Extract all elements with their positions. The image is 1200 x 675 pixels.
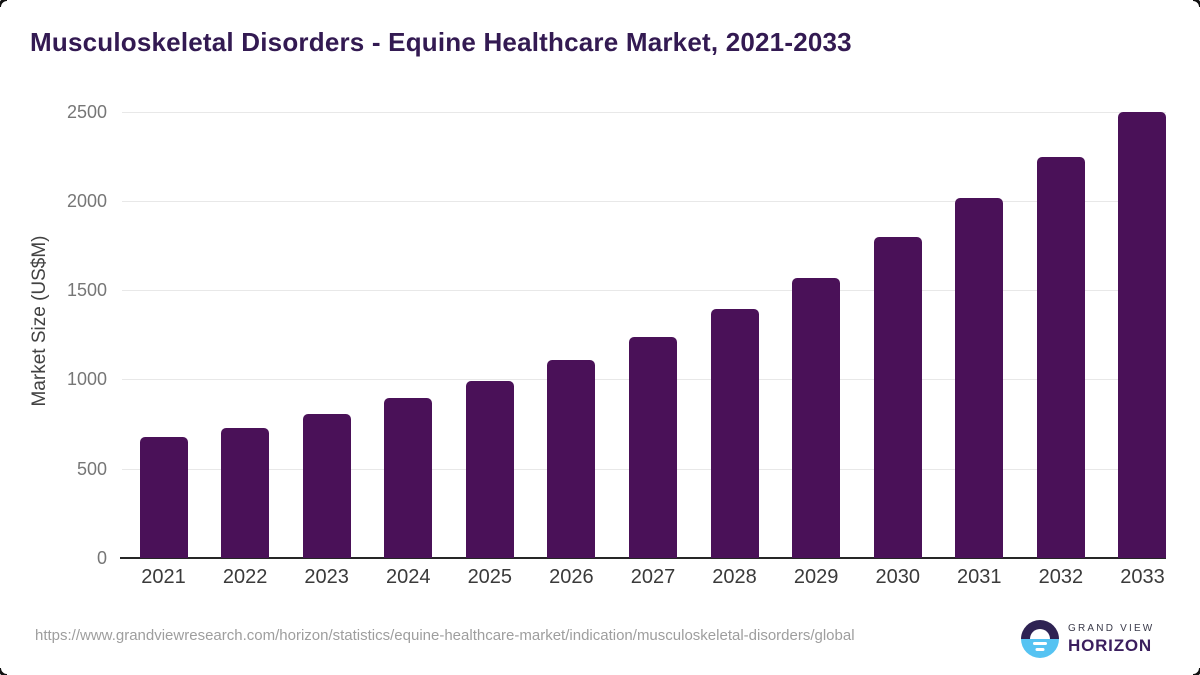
x-tick-label-2030: 2030 bbox=[875, 566, 920, 588]
gridline bbox=[122, 200, 1166, 202]
gridline bbox=[122, 290, 1166, 292]
bar-2026[interactable] bbox=[547, 359, 596, 558]
bar-2028[interactable] bbox=[710, 308, 759, 558]
y-tick-label: 1500 bbox=[66, 280, 107, 301]
x-tick-label-2025: 2025 bbox=[467, 566, 513, 588]
horizon-reflection-line bbox=[1035, 648, 1045, 651]
sun-shape bbox=[1030, 629, 1050, 639]
horizon-reflection-line bbox=[1033, 642, 1047, 645]
y-tick-label: 0 bbox=[96, 548, 107, 568]
bar-2022[interactable] bbox=[221, 427, 270, 558]
x-tick-label-2024: 2024 bbox=[385, 566, 431, 588]
logo-text: GRAND VIEW HORIZON bbox=[1068, 623, 1154, 656]
y-tick-label: 2500 bbox=[66, 101, 107, 122]
source-url: https://www.grandviewresearch.com/horizo… bbox=[35, 627, 855, 644]
x-tick-label-2027: 2027 bbox=[630, 566, 676, 588]
bar-2029[interactable] bbox=[792, 277, 841, 558]
x-tick-label-2026: 2026 bbox=[549, 566, 594, 588]
bar-2021[interactable] bbox=[139, 437, 188, 558]
x-tick-label-2021: 2021 bbox=[141, 566, 186, 588]
horizon-sun-icon bbox=[1021, 620, 1059, 658]
bar-2023[interactable] bbox=[302, 414, 351, 558]
x-tick-label-2033: 2033 bbox=[1120, 566, 1165, 588]
y-tick-label: 1000 bbox=[66, 369, 107, 390]
x-axis-line bbox=[120, 557, 1166, 559]
bar-2032[interactable] bbox=[1036, 157, 1085, 558]
bar-2033[interactable] bbox=[1118, 112, 1167, 558]
x-tick-label-2031: 2031 bbox=[957, 566, 1002, 588]
x-tick-label-2022: 2022 bbox=[222, 566, 268, 588]
logo-product-name: HORIZON bbox=[1068, 635, 1152, 655]
bar-2027[interactable] bbox=[628, 336, 677, 558]
bar-2030[interactable] bbox=[873, 237, 922, 558]
gridline bbox=[122, 111, 1166, 113]
x-tick-label-2032: 2032 bbox=[1038, 566, 1084, 588]
y-tick-label: 500 bbox=[76, 458, 107, 479]
x-tick-label-2023: 2023 bbox=[304, 566, 349, 588]
grand-view-horizon-logo: GRAND VIEW HORIZON bbox=[1021, 620, 1154, 658]
y-tick-label: 2000 bbox=[66, 190, 107, 211]
bar-2031[interactable] bbox=[955, 198, 1004, 558]
logo-brand-name: GRAND VIEW bbox=[1068, 622, 1155, 634]
x-tick-label-2028: 2028 bbox=[712, 566, 757, 588]
bar-2025[interactable] bbox=[465, 381, 514, 558]
x-tick-label-2029: 2029 bbox=[793, 566, 839, 588]
bar-2024[interactable] bbox=[384, 398, 433, 558]
chart-title: Musculoskeletal Disorders - Equine Healt… bbox=[30, 27, 852, 57]
border-corner-artifact bbox=[0, 0, 7, 7]
